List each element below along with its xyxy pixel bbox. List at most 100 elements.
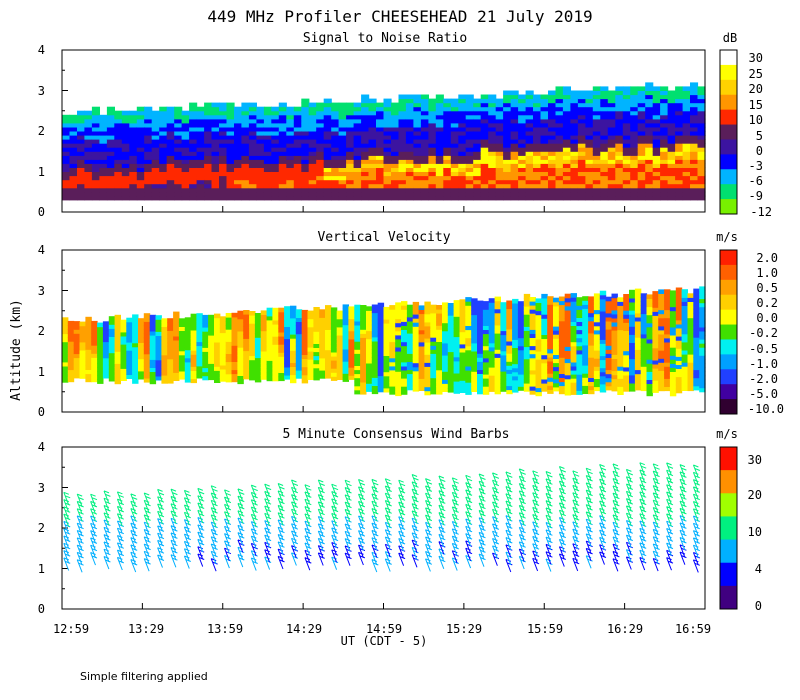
vv-cell [465, 378, 472, 383]
snr-cell [383, 139, 392, 144]
snr-cell [660, 147, 669, 152]
vv-cell [576, 353, 583, 359]
vv-cell [214, 329, 221, 335]
snr-cell [667, 110, 676, 116]
vv-cell [62, 353, 69, 359]
snr-cell [144, 131, 153, 136]
vv-cell [336, 318, 344, 324]
vv-cell [576, 362, 583, 367]
vv-cell [494, 320, 501, 326]
snr-cell [562, 147, 571, 152]
vv-cell [517, 370, 525, 375]
vv-cell [570, 366, 577, 371]
vv-cell [658, 342, 665, 347]
snr-cell [637, 122, 646, 128]
vv-cell [155, 347, 162, 353]
wind-barb [505, 478, 513, 492]
snr-cell [77, 195, 86, 201]
snr-cell [690, 183, 699, 189]
snr-cell [361, 118, 370, 124]
snr-cell [465, 191, 474, 197]
wind-barb [116, 542, 124, 556]
vv-cell [155, 343, 162, 349]
vv-cell [202, 367, 209, 373]
panel-1-y-ticks: 0 1 2 3 4 [38, 43, 45, 219]
vv-cell [161, 358, 168, 364]
vv-cell [102, 333, 110, 338]
vv-cell [97, 379, 104, 384]
snr-cell [652, 110, 661, 116]
snr-cell [697, 135, 706, 140]
snr-cell [495, 155, 504, 160]
wind-barb [197, 546, 205, 560]
wind-barb [143, 521, 151, 535]
snr-cell [637, 171, 646, 177]
vv-cell [120, 376, 127, 381]
snr-cell [286, 163, 295, 168]
snr-cell [151, 191, 160, 197]
snr-cell [84, 171, 93, 177]
vv-cell [73, 329, 81, 334]
snr-cell [338, 195, 347, 201]
snr-cell [196, 122, 205, 128]
vv-cell [582, 316, 589, 322]
p2-cbar-label-6: -0.5 [749, 342, 778, 356]
snr-cell [121, 114, 130, 120]
snr-cell [278, 151, 287, 156]
vv-cell [155, 315, 162, 320]
snr-cell [121, 179, 130, 185]
vv-cell [260, 342, 268, 348]
snr-cell [682, 98, 691, 104]
snr-cell [592, 110, 601, 116]
snr-cell [234, 126, 243, 132]
vv-cell [430, 304, 437, 310]
snr-cell [592, 94, 601, 100]
vv-cell [366, 363, 373, 368]
snr-cell [331, 159, 340, 164]
vv-cell [629, 350, 636, 356]
snr-cell [533, 183, 542, 189]
vv-cell [693, 361, 700, 367]
vv-cell [91, 337, 98, 342]
vv-cell [629, 330, 636, 335]
vv-cell [500, 383, 507, 388]
wind-barb [170, 503, 178, 517]
snr-cell [316, 171, 325, 177]
snr-cell [136, 163, 145, 168]
vv-cell [553, 354, 560, 359]
snr-cell [293, 139, 302, 144]
snr-cell [219, 122, 228, 128]
vv-cell [138, 338, 145, 343]
wind-barb [612, 463, 620, 477]
vv-cell [623, 338, 630, 344]
snr-cell [308, 171, 317, 177]
vv-cell [535, 379, 542, 384]
p1-cbar-frame [719, 49, 738, 215]
vv-cell [599, 323, 607, 328]
snr-cell [555, 98, 564, 104]
vv-cell [652, 311, 659, 316]
snr-cell [667, 175, 676, 181]
vv-cell [564, 386, 572, 392]
snr-cell [600, 118, 609, 124]
vv-cell [383, 310, 390, 316]
vv-cell [693, 321, 700, 326]
vv-cell [418, 337, 425, 343]
panel-2-ytick-1: 1 [38, 365, 45, 379]
wind-barb [90, 522, 98, 537]
wind-barb [478, 517, 486, 531]
snr-cell [667, 179, 676, 185]
snr-cell [69, 175, 78, 181]
snr-cell [480, 106, 489, 112]
snr-cell [144, 187, 153, 193]
vv-cell [599, 383, 607, 389]
vv-cell [629, 342, 636, 348]
vv-cell [184, 369, 192, 375]
snr-cell [667, 171, 676, 177]
vv-cell [517, 341, 525, 347]
vv-cell [108, 336, 116, 341]
snr-cell [675, 131, 684, 136]
vv-cell [547, 320, 554, 326]
vv-cell [307, 318, 314, 324]
vv-cell [97, 355, 104, 360]
